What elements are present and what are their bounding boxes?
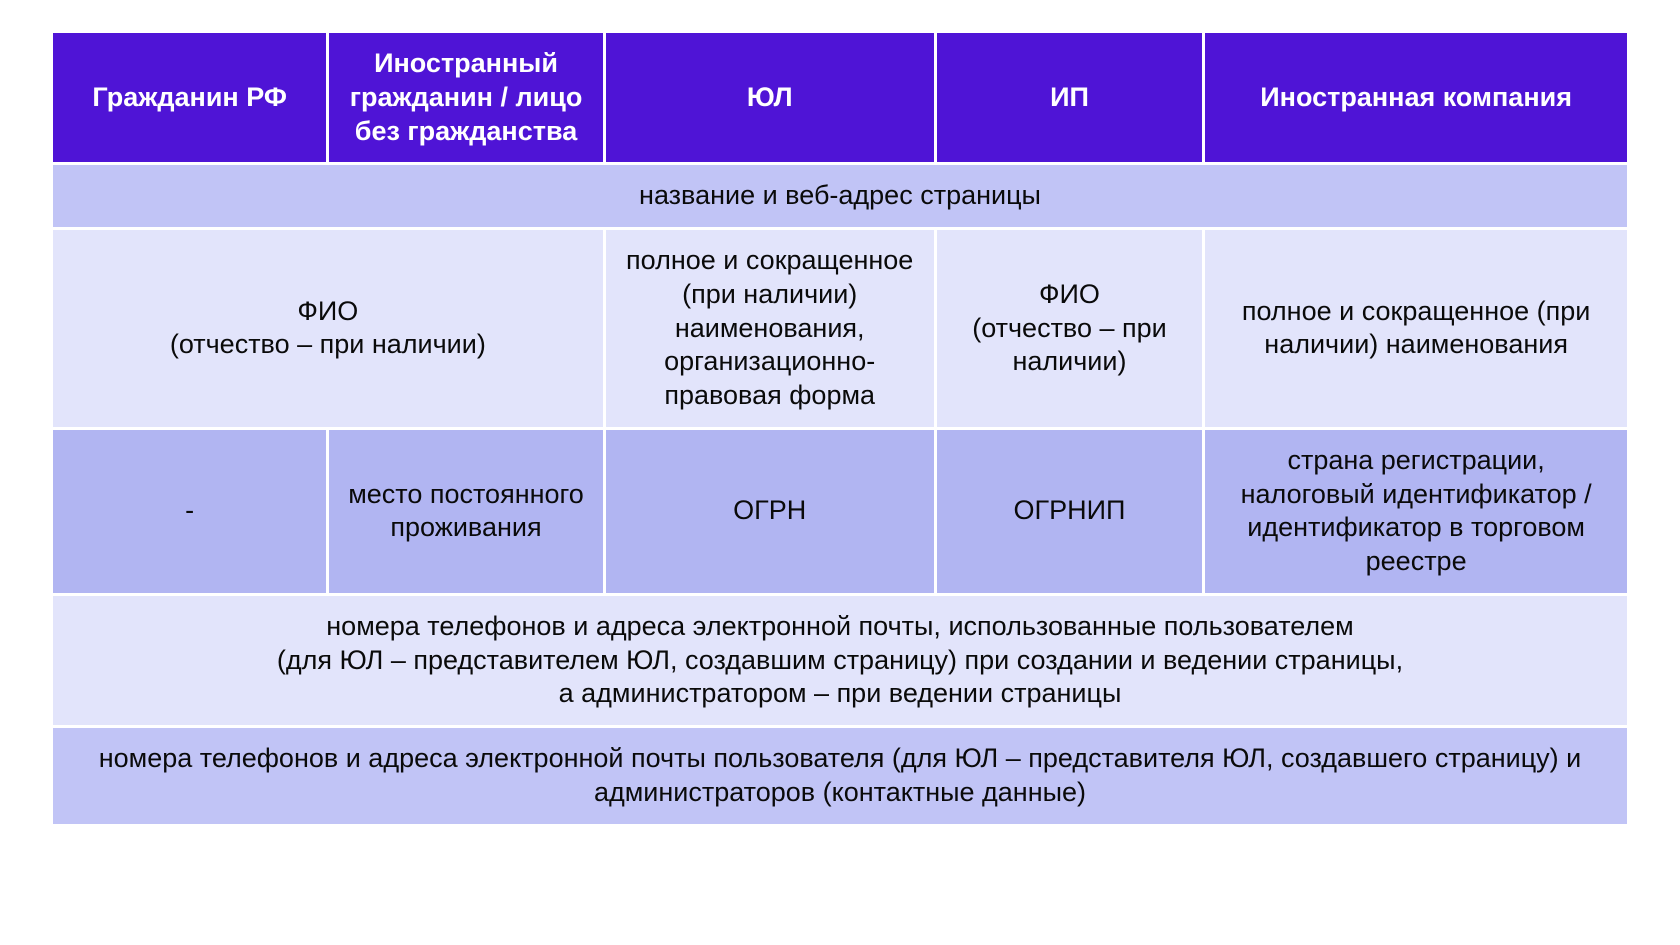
cell-ogrn: ОГРН xyxy=(606,430,934,593)
table-row: номера телефонов и адреса электронной по… xyxy=(53,728,1627,824)
table-header-row: Гражданин РФ Иностранный гражданин / лиц… xyxy=(53,33,1627,162)
table-row: ФИО(отчество – при наличии) полное и сок… xyxy=(53,230,1627,427)
requirements-table: Гражданин РФ Иностранный гражданин / лиц… xyxy=(50,30,1630,827)
cell-ogrnip: ОГРНИП xyxy=(937,430,1203,593)
col-header-foreign-company: Иностранная компания xyxy=(1205,33,1627,162)
cell-registration-country: страна регистрации, налоговый идентифика… xyxy=(1205,430,1627,593)
table-row: название и веб-адрес страницы xyxy=(53,165,1627,227)
table-row: - место постоянного проживания ОГРН ОГРН… xyxy=(53,430,1627,593)
col-header-citizen-rf: Гражданин РФ xyxy=(53,33,326,162)
cell-residence: место постоянного проживания xyxy=(329,430,602,593)
col-header-individual-entrepreneur: ИП xyxy=(937,33,1203,162)
cell-page-name-url: название и веб-адрес страницы xyxy=(53,165,1627,227)
cell-full-short-name-form: полное и сокращенное (при наличии) наиме… xyxy=(606,230,934,427)
cell-phones-emails-used: номера телефонов и адреса электронной по… xyxy=(53,596,1627,725)
cell-fio-1: ФИО(отчество – при наличии) xyxy=(53,230,603,427)
cell-phones-emails-contact: номера телефонов и адреса электронной по… xyxy=(53,728,1627,824)
cell-fio-2: ФИО(отчество – при наличии) xyxy=(937,230,1203,427)
cell-dash: - xyxy=(53,430,326,593)
col-header-foreign-citizen: Иностранный гражданин / лицо без граждан… xyxy=(329,33,602,162)
table-container: Гражданин РФ Иностранный гражданин / лиц… xyxy=(0,0,1680,857)
table-row: номера телефонов и адреса электронной по… xyxy=(53,596,1627,725)
col-header-legal-entity: ЮЛ xyxy=(606,33,934,162)
cell-full-short-name: полное и сокращенное (при наличии) наиме… xyxy=(1205,230,1627,427)
